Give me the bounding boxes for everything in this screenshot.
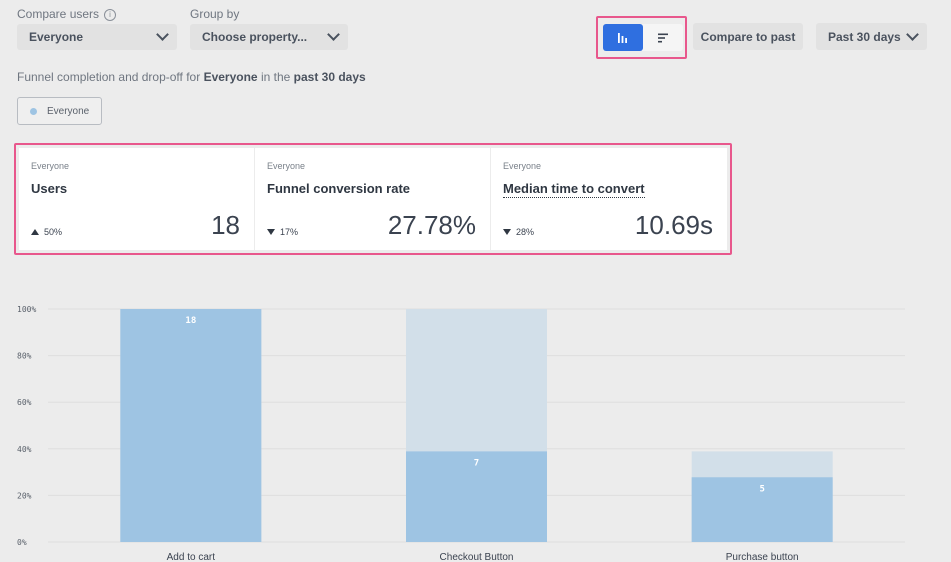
subtitle-segment: Everyone bbox=[203, 70, 258, 84]
vertical-bars-view-button[interactable] bbox=[603, 24, 643, 51]
legend-dot-icon bbox=[30, 107, 37, 115]
bar-data-label: 7 bbox=[474, 458, 479, 468]
card-delta: 17% bbox=[267, 227, 298, 237]
card-title: Funnel conversion rate bbox=[267, 181, 411, 196]
chevron-down-icon bbox=[156, 28, 169, 41]
legend-label: Everyone bbox=[47, 105, 90, 117]
card-delta-value: 17% bbox=[280, 227, 299, 237]
card-delta: 28% bbox=[503, 227, 534, 237]
y-tick-label: 100% bbox=[17, 305, 36, 314]
triangle-down-icon bbox=[267, 229, 275, 235]
horizontal-bars-view-button[interactable] bbox=[643, 24, 683, 51]
triangle-down-icon bbox=[503, 229, 511, 235]
card-value: 10.69s bbox=[634, 210, 713, 240]
legend-chip-everyone[interactable]: Everyone bbox=[17, 97, 102, 125]
x-category-label: Checkout Button bbox=[440, 552, 514, 562]
view-toggle-highlight bbox=[596, 16, 687, 59]
card-segment: Everyone bbox=[267, 161, 306, 171]
funnel-bar-converted bbox=[120, 309, 262, 542]
card-title[interactable]: Median time to convert bbox=[503, 181, 645, 198]
date-range-value: Past 30 days bbox=[828, 29, 901, 44]
card-delta: 50% bbox=[31, 227, 62, 237]
info-icon[interactable]: i bbox=[104, 8, 117, 21]
card-value: 18 bbox=[211, 210, 240, 240]
metric-card-users: Everyone Users 50% 18 bbox=[19, 148, 255, 250]
y-tick-label: 0% bbox=[17, 538, 27, 547]
x-category-label: Purchase button bbox=[726, 552, 799, 562]
group-by-value: Choose property... bbox=[202, 30, 308, 44]
metric-cards: Everyone Users 50% 18 Everyone Funnel co… bbox=[19, 148, 727, 250]
metric-cards-highlight bbox=[14, 143, 732, 255]
y-tick-label: 80% bbox=[17, 352, 32, 361]
chevron-down-icon bbox=[327, 28, 340, 41]
compare-users-label: Compare users i bbox=[17, 7, 117, 21]
card-segment: Everyone bbox=[503, 161, 542, 171]
subtitle-mid: in the bbox=[260, 70, 291, 84]
bar-data-label: 18 bbox=[185, 316, 196, 326]
subtitle-range: past 30 days bbox=[293, 70, 366, 84]
card-delta-value: 50% bbox=[44, 227, 63, 237]
card-value: 27.78% bbox=[387, 210, 476, 240]
y-tick-label: 20% bbox=[17, 491, 32, 500]
card-delta-value: 28% bbox=[516, 227, 535, 237]
compare-users-dropdown[interactable]: Everyone bbox=[17, 24, 177, 50]
triangle-up-icon bbox=[31, 229, 39, 235]
metric-card-median-time: Everyone Median time to convert 28% 10.6… bbox=[491, 148, 727, 250]
bar-data-label: 5 bbox=[759, 484, 764, 494]
view-toggle bbox=[603, 24, 683, 51]
date-range-dropdown[interactable]: Past 30 days bbox=[816, 23, 927, 50]
x-category-label: Add to cart bbox=[167, 552, 216, 562]
subtitle-prefix: Funnel completion and drop-off for bbox=[17, 70, 201, 84]
y-tick-label: 60% bbox=[17, 398, 32, 407]
compare-users-text: Compare users bbox=[17, 7, 100, 21]
funnel-subtitle: Funnel completion and drop-off for Every… bbox=[17, 70, 366, 84]
funnel-bar-converted bbox=[691, 477, 833, 542]
y-tick-label: 40% bbox=[17, 445, 32, 454]
funnel-chart: 0% 20% 40% 60% 80% 100% 18 Add to cart 7 Checkout… bbox=[17, 305, 905, 562]
group-by-label: Group by bbox=[190, 7, 240, 21]
compare-to-past-button[interactable]: Compare to past bbox=[693, 23, 803, 50]
funnel-bar-converted bbox=[406, 451, 547, 542]
bar-chart-icon bbox=[618, 32, 627, 43]
card-segment: Everyone bbox=[31, 161, 70, 171]
compare-users-value: Everyone bbox=[29, 30, 84, 44]
metric-card-conversion-rate: Everyone Funnel conversion rate 17% 27.7… bbox=[255, 148, 491, 250]
chevron-down-icon bbox=[906, 27, 919, 41]
card-title: Users bbox=[31, 181, 68, 196]
horizontal-bars-icon bbox=[658, 33, 668, 42]
group-by-dropdown[interactable]: Choose property... bbox=[190, 24, 348, 50]
